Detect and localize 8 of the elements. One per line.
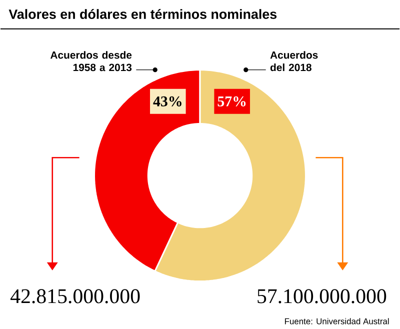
data-label: 57%: [218, 96, 246, 106]
source-note: Fuente: Universidad Austral: [284, 318, 389, 324]
text: 57.100.000.000: [258, 289, 386, 304]
slice-label: Acuerdos desde 1958 a 2013: [50, 50, 132, 72]
data-label: 43%: [153, 96, 182, 106]
chart-title: Valores en dólares en términos nominales: [8, 8, 277, 19]
slice-label: Acuerdos del 2018: [270, 50, 318, 72]
text: 42.815.000.000: [10, 289, 140, 304]
